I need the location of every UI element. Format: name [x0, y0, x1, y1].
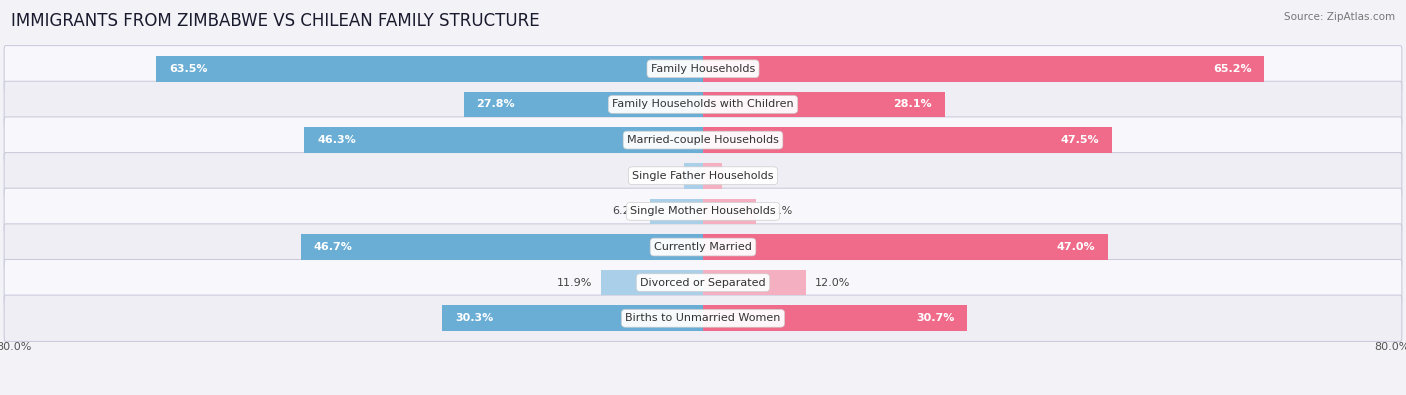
Bar — [464, 92, 703, 117]
Text: 11.9%: 11.9% — [557, 278, 592, 288]
Bar — [703, 305, 967, 331]
Bar — [441, 305, 703, 331]
FancyBboxPatch shape — [4, 188, 1402, 235]
Bar — [703, 234, 1108, 260]
Text: Divorced or Separated: Divorced or Separated — [640, 278, 766, 288]
FancyBboxPatch shape — [4, 224, 1402, 270]
Text: 47.0%: 47.0% — [1056, 242, 1095, 252]
Text: Births to Unmarried Women: Births to Unmarried Women — [626, 313, 780, 324]
Text: Currently Married: Currently Married — [654, 242, 752, 252]
FancyBboxPatch shape — [4, 260, 1402, 306]
Legend: Immigrants from Zimbabwe, Chilean: Immigrants from Zimbabwe, Chilean — [557, 392, 849, 395]
Text: Source: ZipAtlas.com: Source: ZipAtlas.com — [1284, 12, 1395, 22]
Bar — [703, 163, 721, 188]
FancyBboxPatch shape — [4, 295, 1402, 342]
Text: 12.0%: 12.0% — [815, 278, 851, 288]
Text: Single Father Households: Single Father Households — [633, 171, 773, 181]
Bar — [703, 92, 945, 117]
Text: Married-couple Households: Married-couple Households — [627, 135, 779, 145]
Text: 63.5%: 63.5% — [169, 64, 208, 74]
Bar — [703, 199, 755, 224]
Bar — [304, 127, 703, 153]
Bar — [703, 56, 1264, 82]
Text: 65.2%: 65.2% — [1213, 64, 1251, 74]
Text: 47.5%: 47.5% — [1060, 135, 1099, 145]
Text: IMMIGRANTS FROM ZIMBABWE VS CHILEAN FAMILY STRUCTURE: IMMIGRANTS FROM ZIMBABWE VS CHILEAN FAMI… — [11, 12, 540, 30]
FancyBboxPatch shape — [4, 81, 1402, 128]
Bar — [600, 270, 703, 295]
Bar — [703, 270, 807, 295]
Text: 2.2%: 2.2% — [647, 171, 675, 181]
Text: 6.2%: 6.2% — [613, 206, 641, 216]
Bar — [703, 127, 1112, 153]
Text: 27.8%: 27.8% — [477, 100, 515, 109]
Bar — [301, 234, 703, 260]
Text: 30.7%: 30.7% — [917, 313, 955, 324]
Text: Family Households: Family Households — [651, 64, 755, 74]
Text: 2.2%: 2.2% — [731, 171, 759, 181]
Text: 28.1%: 28.1% — [893, 100, 932, 109]
Text: 6.1%: 6.1% — [763, 206, 793, 216]
Text: Single Mother Households: Single Mother Households — [630, 206, 776, 216]
Bar — [685, 163, 703, 188]
Text: 46.7%: 46.7% — [314, 242, 353, 252]
Bar — [156, 56, 703, 82]
Text: 30.3%: 30.3% — [456, 313, 494, 324]
Text: 46.3%: 46.3% — [318, 135, 356, 145]
FancyBboxPatch shape — [4, 117, 1402, 163]
Text: Family Households with Children: Family Households with Children — [612, 100, 794, 109]
Bar — [650, 199, 703, 224]
FancyBboxPatch shape — [4, 152, 1402, 199]
FancyBboxPatch shape — [4, 45, 1402, 92]
